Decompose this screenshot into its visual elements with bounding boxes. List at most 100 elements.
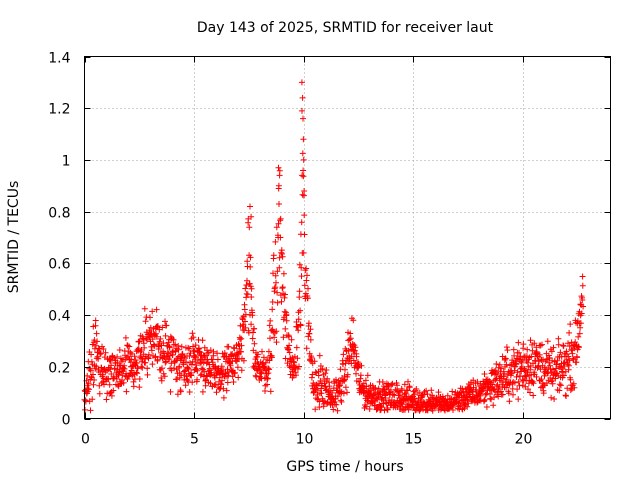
- data-point: [266, 357, 273, 364]
- data-point: [405, 378, 411, 385]
- data-point: [306, 330, 313, 337]
- data-point: [194, 376, 201, 383]
- data-point: [220, 394, 227, 401]
- data-point: [387, 388, 394, 395]
- data-point: [249, 335, 256, 342]
- data-point: [98, 365, 105, 371]
- data-point: [224, 366, 231, 373]
- data-point: [134, 365, 141, 372]
- data-point: [163, 322, 170, 329]
- data-point: [171, 358, 178, 365]
- data-point: [84, 372, 91, 379]
- data-point: [162, 359, 169, 366]
- data-point: [197, 360, 204, 367]
- data-point: [220, 367, 227, 373]
- data-point: [250, 329, 256, 336]
- data-point: [371, 386, 378, 393]
- data-point: [188, 361, 195, 368]
- data-point: [483, 404, 490, 410]
- data-point: [192, 342, 199, 349]
- data-point: [272, 272, 279, 279]
- data-point: [280, 270, 287, 277]
- data-point: [554, 370, 561, 377]
- data-point: [186, 345, 193, 352]
- y-tick-label: 0.2: [48, 361, 70, 377]
- data-point: [538, 376, 545, 383]
- data-point: [243, 294, 250, 301]
- data-point: [242, 324, 249, 331]
- data-point: [207, 380, 214, 387]
- data-point: [138, 363, 145, 370]
- data-point: [121, 365, 128, 372]
- data-point: [103, 396, 110, 403]
- data-point: [565, 353, 572, 360]
- data-point: [369, 399, 376, 405]
- data-point: [294, 355, 301, 362]
- data-point: [117, 381, 124, 387]
- data-point: [300, 249, 307, 256]
- data-point: [262, 359, 269, 366]
- data-point: [176, 363, 183, 370]
- data-point: [505, 390, 512, 397]
- data-point: [269, 306, 276, 313]
- data-point: [273, 224, 280, 231]
- data-point: [225, 372, 232, 379]
- y-tick-label: 1: [62, 154, 71, 170]
- data-point: [559, 366, 566, 372]
- data-point: [550, 366, 556, 373]
- data-point: [142, 318, 149, 325]
- data-point: [305, 285, 311, 292]
- data-point: [533, 350, 539, 356]
- data-point: [221, 350, 228, 356]
- data-point: [144, 365, 151, 372]
- data-point: [199, 337, 206, 344]
- data-point: [87, 367, 94, 374]
- data-point: [569, 350, 576, 357]
- data-point: [555, 341, 562, 348]
- data-point: [491, 394, 498, 401]
- data-point: [275, 220, 282, 227]
- data-point: [326, 383, 333, 390]
- data-point: [383, 390, 390, 397]
- data-point: [117, 362, 124, 369]
- data-point: [519, 376, 526, 383]
- data-point: [413, 386, 420, 392]
- data-point: [143, 335, 150, 342]
- data-point: [298, 264, 305, 271]
- data-point: [516, 349, 522, 356]
- data-point: [537, 377, 544, 384]
- data-point: [300, 136, 307, 143]
- data-point: [279, 250, 285, 257]
- data-point: [156, 338, 163, 345]
- data-point: [564, 361, 571, 368]
- data-point: [296, 261, 303, 268]
- data-point: [288, 336, 295, 343]
- data-point: [435, 389, 442, 396]
- data-point: [315, 372, 322, 379]
- data-point: [384, 406, 391, 413]
- data-point: [243, 282, 250, 288]
- data-point: [375, 385, 382, 392]
- data-point: [166, 344, 173, 351]
- data-point: [575, 343, 582, 350]
- data-point: [238, 335, 245, 342]
- data-point: [276, 254, 283, 261]
- data-point: [274, 268, 281, 275]
- data-point: [293, 372, 299, 379]
- data-point: [362, 377, 369, 384]
- data-point: [247, 263, 254, 270]
- data-point: [579, 297, 586, 303]
- data-point: [272, 284, 279, 291]
- data-point: [448, 403, 455, 410]
- data-point: [191, 347, 198, 354]
- data-point: [449, 388, 456, 395]
- data-point: [166, 356, 173, 363]
- data-point: [251, 340, 258, 347]
- data-point: [244, 291, 251, 298]
- data-point: [524, 346, 531, 353]
- data-point: [556, 381, 563, 388]
- data-point: [208, 356, 215, 363]
- data-point: [282, 325, 289, 332]
- data-point: [397, 406, 404, 412]
- data-point: [566, 343, 573, 350]
